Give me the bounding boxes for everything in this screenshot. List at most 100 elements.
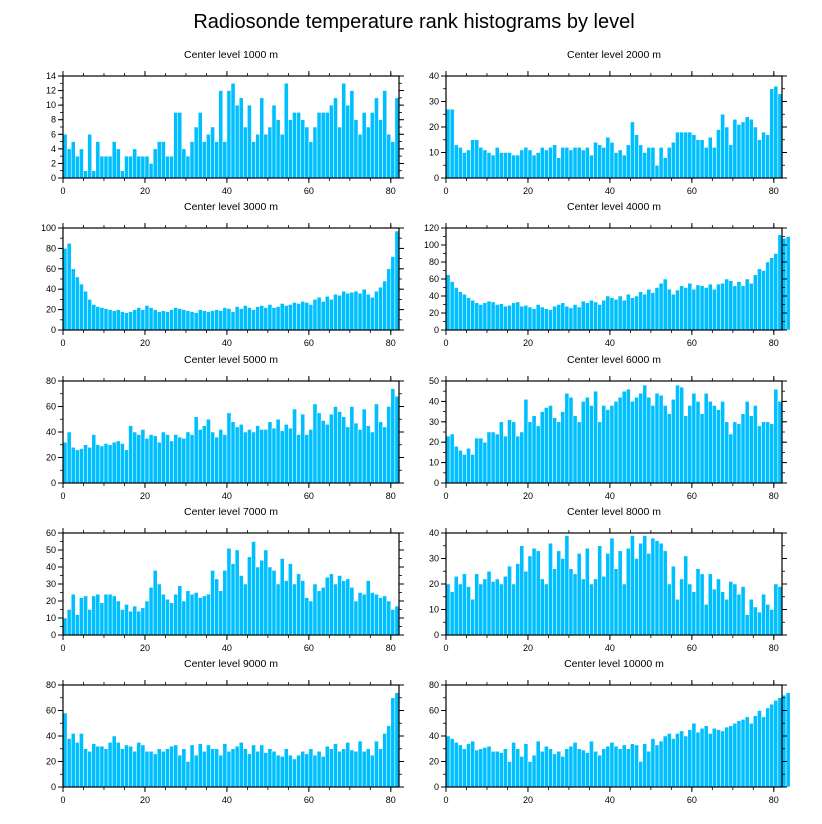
bar — [210, 431, 215, 484]
bar — [703, 287, 709, 331]
bar — [300, 301, 306, 331]
bar — [667, 413, 672, 484]
bar — [300, 413, 306, 484]
bar — [769, 423, 775, 484]
bar — [66, 431, 72, 484]
bar — [507, 152, 512, 179]
bar — [243, 748, 248, 788]
bar — [66, 148, 72, 179]
bar — [695, 401, 701, 484]
bar — [494, 304, 500, 331]
panel-3: Center level 3000 m 0 20 40 60 80 100 0 20 40 60 80 — [41, 201, 404, 348]
x-tick-label: 80 — [386, 491, 396, 501]
bar — [736, 423, 742, 484]
bar — [361, 112, 367, 179]
bar — [691, 591, 697, 636]
bar — [247, 307, 252, 331]
bar — [247, 753, 252, 788]
bar — [247, 104, 252, 179]
bar — [470, 300, 475, 331]
bar — [345, 104, 351, 179]
x-tick-label: 0 — [60, 795, 65, 805]
bar — [695, 284, 701, 331]
bar — [638, 761, 643, 788]
bar — [593, 142, 598, 179]
bar — [148, 434, 154, 484]
bar — [144, 305, 150, 331]
bar — [337, 575, 342, 636]
bar — [75, 742, 80, 788]
y-tick-label: 20 — [46, 305, 56, 315]
bar — [601, 576, 607, 636]
bar — [111, 310, 117, 331]
bar — [699, 413, 705, 484]
bar — [197, 429, 203, 484]
bar — [120, 609, 125, 636]
bar — [292, 583, 297, 636]
bar — [703, 604, 709, 636]
bar — [316, 590, 322, 636]
bar — [243, 305, 248, 331]
bar — [99, 445, 105, 484]
bar — [539, 411, 545, 484]
bar — [255, 425, 260, 484]
bar — [753, 405, 758, 484]
bar — [386, 406, 392, 484]
bar — [103, 308, 109, 331]
bar — [95, 141, 101, 179]
bar — [691, 392, 697, 484]
bar — [486, 745, 492, 788]
bar — [99, 307, 105, 331]
bar — [671, 294, 676, 331]
bar — [218, 590, 224, 636]
bar — [515, 154, 521, 179]
bar — [589, 740, 594, 788]
x-tick-label: 0 — [443, 795, 448, 805]
bar — [568, 568, 574, 636]
y-tick-label: 80 — [46, 243, 56, 253]
x-tick-label: 20 — [140, 643, 150, 653]
bar — [382, 733, 387, 788]
bar — [95, 306, 101, 331]
bar — [337, 751, 342, 788]
bar — [544, 583, 549, 636]
bar — [292, 302, 297, 331]
bar — [462, 152, 467, 179]
bar — [675, 599, 680, 636]
y-tick-label: 60 — [46, 706, 56, 716]
bar — [177, 308, 183, 331]
bar — [449, 108, 455, 179]
bar — [638, 542, 643, 636]
bar — [576, 421, 582, 484]
y-tick-label: 30 — [429, 554, 439, 564]
bar — [740, 413, 746, 484]
bar — [173, 307, 178, 331]
bar — [646, 147, 652, 179]
bar — [593, 301, 598, 331]
bar — [357, 134, 363, 179]
bar — [128, 610, 133, 636]
bar — [753, 715, 758, 788]
bar — [585, 548, 590, 636]
x-tick-label: 60 — [687, 186, 697, 196]
bar — [552, 144, 557, 179]
bar — [576, 306, 582, 331]
bar — [324, 576, 330, 636]
bar — [486, 571, 492, 636]
bar — [576, 553, 582, 636]
bar — [95, 745, 101, 788]
y-tick-label: 40 — [429, 528, 439, 538]
bar — [453, 742, 459, 788]
bar — [230, 563, 236, 636]
bar — [161, 141, 166, 179]
bar — [324, 424, 330, 484]
bar — [140, 744, 146, 788]
bar — [699, 139, 705, 179]
bar — [214, 578, 219, 636]
bar — [144, 600, 150, 636]
y-tick-label: 40 — [429, 291, 439, 301]
bar — [99, 602, 105, 636]
bar — [279, 430, 285, 484]
bar — [259, 429, 265, 484]
bar — [597, 545, 602, 636]
